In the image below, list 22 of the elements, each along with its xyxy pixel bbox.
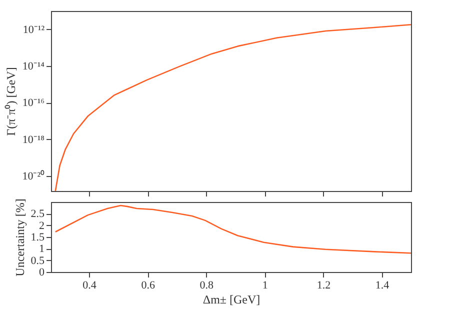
y-axis-title: Uncertainty [%]	[12, 198, 27, 276]
x-tick-label: 1.2	[316, 280, 331, 292]
line-series	[54, 24, 412, 192]
x-tick-label: 0.4	[82, 280, 97, 292]
y-tick-label: 10⁻¹²	[22, 24, 46, 36]
x-axis-title: Δm± [GeV]	[202, 292, 260, 306]
y-axis-title: Γ(π⁻π⁰) [GeV]	[4, 67, 18, 136]
y-tick-label: 10⁻¹⁴	[22, 60, 45, 72]
y-tick-label: 10⁻¹⁸	[22, 134, 45, 146]
y-tick-label: 0.5	[30, 254, 45, 267]
y-tick-label: 10⁻²⁰	[22, 169, 44, 182]
x-tick-label: 1	[262, 280, 268, 292]
x-tick-label: 1.4	[375, 280, 390, 292]
x-tick-label: 0.8	[200, 280, 214, 292]
y-tick-label: 10⁻¹⁶	[22, 97, 45, 110]
y-tick-label: 1.5	[30, 232, 45, 244]
y-tick-label: 1	[39, 243, 44, 256]
line-series	[54, 204, 412, 254]
y-tick-label: 2.5	[30, 208, 45, 220]
x-tick-label: 0.6	[141, 280, 156, 292]
y-tick-label: 2	[39, 220, 44, 232]
y-tick-label: 0	[39, 266, 45, 278]
